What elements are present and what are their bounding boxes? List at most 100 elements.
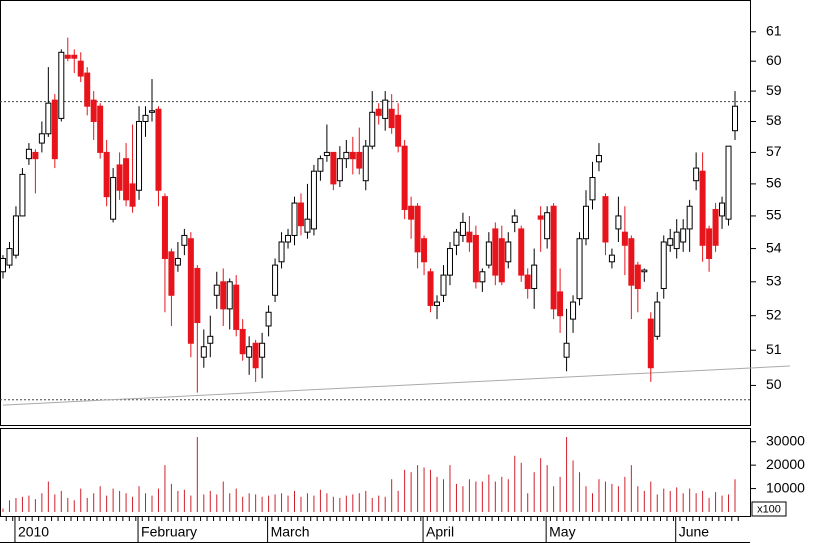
- volume-tick-label: 20000: [766, 456, 805, 472]
- candle-body: [498, 238, 505, 283]
- candle-body: [239, 328, 246, 355]
- candle-body: [64, 54, 71, 59]
- candle-body: [673, 231, 680, 250]
- trend-line: [2, 365, 791, 406]
- y-tick-label: 58: [766, 112, 782, 128]
- candle-body: [388, 108, 395, 129]
- candle-body: [621, 231, 628, 246]
- y-tick-label: 60: [766, 52, 782, 68]
- candle-body: [123, 158, 130, 201]
- candle-body: [375, 108, 382, 116]
- volume-frame: [0, 428, 751, 517]
- candle-body: [194, 267, 201, 324]
- y-tick-label: 59: [766, 82, 782, 98]
- candle-body: [213, 284, 220, 296]
- candle-body: [706, 228, 713, 259]
- candle-body: [485, 241, 492, 266]
- candle-body: [71, 54, 78, 59]
- candle-body: [576, 238, 583, 300]
- candle-body: [492, 228, 499, 276]
- candle-body: [628, 238, 635, 286]
- x-tick-label: 2010: [18, 524, 49, 540]
- y-tick-label: 54: [766, 239, 782, 255]
- candle-body: [634, 264, 641, 290]
- candle-body: [297, 202, 304, 227]
- candle-body: [686, 205, 693, 230]
- x-tick-label: March: [271, 524, 310, 540]
- candle-body: [427, 271, 434, 306]
- y-tick-label: 53: [766, 273, 782, 289]
- candle-body: [531, 264, 538, 290]
- candle-body: [97, 105, 104, 153]
- candle-body: [265, 311, 272, 327]
- volume-tick-label: 10000: [766, 479, 805, 495]
- candle-body: [323, 151, 330, 157]
- candle-body: [343, 151, 350, 160]
- candle-body: [304, 218, 311, 233]
- candle-body: [129, 183, 136, 207]
- x-tick-label: June: [679, 524, 710, 540]
- volume-tick-label: 30000: [766, 432, 805, 448]
- y-tick-label: 56: [766, 175, 782, 191]
- candle-body: [712, 208, 719, 246]
- candle-body: [719, 202, 726, 217]
- candle-body: [647, 318, 654, 369]
- unit-box: [751, 501, 787, 517]
- candle-body: [310, 170, 317, 230]
- candle-body: [0, 257, 6, 273]
- price-frame: [0, 0, 751, 426]
- y-tick-label: 51: [766, 341, 782, 357]
- candle-body: [589, 177, 596, 201]
- candle-body: [32, 151, 39, 160]
- candle-body: [349, 151, 356, 160]
- volume-unit: x100: [757, 503, 781, 515]
- candle-body: [220, 281, 227, 310]
- candle-body: [693, 167, 700, 182]
- candle-body: [459, 221, 466, 236]
- candle-body: [550, 205, 557, 310]
- candle-body: [356, 151, 363, 169]
- candle-body: [401, 145, 408, 210]
- candle-body: [116, 164, 123, 191]
- candle-body: [472, 234, 479, 283]
- candle-body: [12, 215, 19, 256]
- candle-body: [90, 99, 97, 122]
- candle-body: [336, 158, 343, 182]
- candle-body: [518, 228, 525, 276]
- candle-body: [537, 215, 544, 220]
- candle-body: [155, 108, 162, 191]
- candle-body: [246, 346, 253, 358]
- candle-body: [200, 346, 207, 358]
- candle-body: [285, 234, 292, 243]
- candle-body: [233, 284, 240, 330]
- candle-body: [608, 254, 615, 263]
- y-tick-label: 57: [766, 143, 782, 159]
- y-tick-label: 55: [766, 207, 782, 223]
- candle-body: [45, 102, 52, 135]
- candle-body: [660, 241, 667, 290]
- candle-body: [161, 196, 168, 259]
- candle-body: [421, 238, 428, 263]
- candle-body: [207, 335, 214, 344]
- candle-body: [181, 234, 188, 246]
- y-tick-label: 61: [766, 22, 782, 38]
- candle-body: [278, 241, 285, 263]
- candle-body: [51, 99, 58, 160]
- candle-body: [524, 274, 531, 290]
- candle-body: [6, 248, 13, 266]
- candle-body: [252, 342, 259, 369]
- candle-body: [136, 120, 143, 191]
- candle-body: [174, 257, 181, 266]
- candle-body: [369, 111, 376, 147]
- candle-body: [382, 99, 389, 119]
- candle-body: [408, 205, 415, 220]
- candle-body: [725, 145, 732, 220]
- candle-body: [453, 231, 460, 246]
- candle-body: [103, 151, 110, 198]
- candle-body: [446, 248, 453, 276]
- candle-body: [317, 158, 324, 172]
- candle-body: [544, 212, 551, 240]
- candle-body: [395, 114, 402, 147]
- candle-body: [38, 133, 45, 144]
